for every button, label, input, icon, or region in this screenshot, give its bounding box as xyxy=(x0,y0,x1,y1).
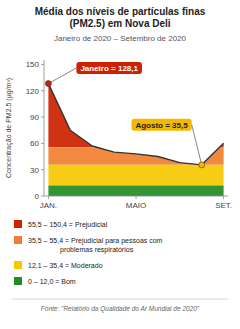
y-tick-label: 0 xyxy=(35,192,40,201)
x-tick xyxy=(223,196,224,199)
x-tick xyxy=(136,196,137,199)
legend-label: 12,1 – 35,4 = Moderado xyxy=(28,262,103,269)
title: Média dos níveis de partículas finas(PM2… xyxy=(35,6,206,29)
chart: Média dos níveis de partículas finas(PM2… xyxy=(0,0,240,329)
legend-swatch xyxy=(14,261,22,269)
plot-area xyxy=(48,84,223,196)
y-tick-label: 90 xyxy=(30,113,39,122)
source: Fonte: "Relatório da Qualidade do Ar Mun… xyxy=(41,305,200,313)
y-axis xyxy=(44,60,45,196)
subtitle: Janeiro de 2020 – Setembro de 2020 xyxy=(54,34,187,43)
y-tick-label: 120 xyxy=(26,87,40,96)
y-tick xyxy=(41,196,44,197)
annotation-box xyxy=(76,62,142,74)
y-tick xyxy=(41,143,44,144)
y-tick xyxy=(41,169,44,170)
legend-swatch xyxy=(14,236,22,244)
zone-fill xyxy=(48,165,223,186)
legend-swatch xyxy=(14,220,22,228)
zone-fill xyxy=(48,84,223,148)
annotation-leader xyxy=(48,68,76,84)
legend: 55,5 – 150,4 = Prejudicial 35,5 – 55,4 = … xyxy=(14,220,163,285)
legend-label: 35,5 – 55,4 = Prejudicial para pessoas c… xyxy=(28,237,163,254)
annotation-text: Janeiro = 128,1 xyxy=(80,64,138,73)
x-tick-label: JAN. xyxy=(40,201,57,210)
y-tick xyxy=(41,117,44,118)
x-tick-label: MAIO xyxy=(126,201,146,210)
separator xyxy=(12,299,228,300)
annotation-box xyxy=(131,119,191,131)
y-axis-label: Concentração de PM2.5 (μg/m³) xyxy=(5,78,13,178)
y-tick-label: 150 xyxy=(26,60,40,69)
annotations: Janeiro = 128,1 Agosto = 35,5 xyxy=(45,62,204,168)
highlight-marker xyxy=(45,81,51,87)
x-tick xyxy=(48,196,49,199)
legend-swatch xyxy=(14,277,22,285)
highlight-marker xyxy=(199,162,205,168)
legend-label: 0 – 12,0 = Bom xyxy=(28,278,76,285)
x-tick-label: SET. xyxy=(215,201,232,210)
annotation-text: Agosto = 35,5 xyxy=(135,121,188,130)
y-tick xyxy=(41,90,44,91)
line xyxy=(48,84,223,165)
y-tick xyxy=(41,64,44,65)
annotation-leader xyxy=(192,125,202,165)
y-tick-label: 30 xyxy=(30,166,39,175)
y-tick-label: 60 xyxy=(30,139,39,148)
legend-label: 55,5 – 150,4 = Prejudicial xyxy=(28,221,108,229)
zone-fill xyxy=(48,185,223,196)
zone-fill xyxy=(48,147,223,165)
